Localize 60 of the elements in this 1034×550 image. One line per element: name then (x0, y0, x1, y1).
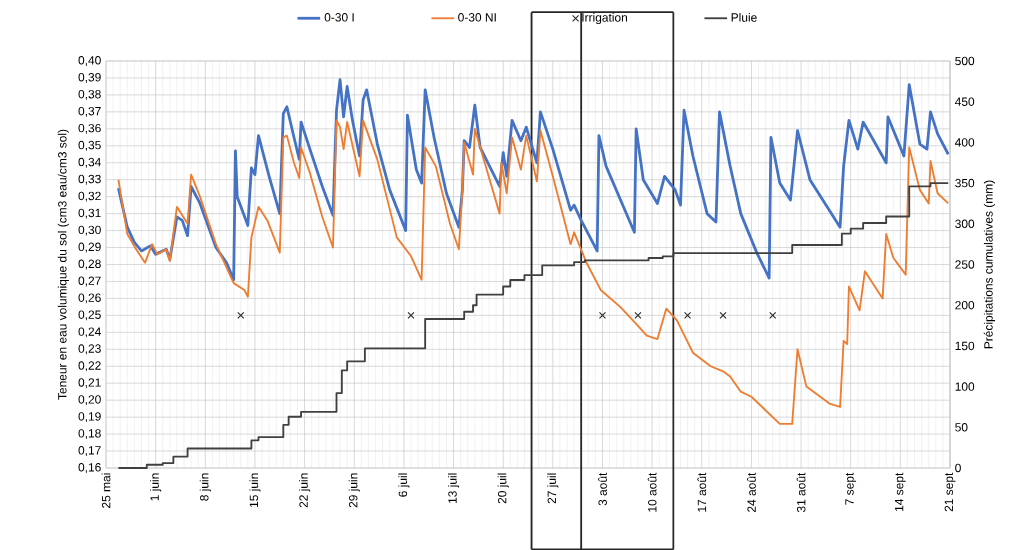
x-tick-label: 15 juin (249, 473, 261, 507)
y-axis-title: Teneur en eau volumique du sol (cm3 eau/cm3 sol) (57, 129, 69, 400)
y2-tick-label: 150 (955, 341, 975, 351)
x-tick-label: 31 août (796, 472, 806, 513)
x-tick-label: 13 juil (447, 473, 460, 504)
legend-label: Irrigation (582, 12, 627, 25)
y2-tick-label: 200 (955, 300, 975, 310)
y-tick-label: 0,35 (78, 140, 101, 151)
x-tick-label: 20 juil (497, 473, 509, 504)
y2-tick-label: 50 (955, 423, 968, 432)
y2-tick-label: 450 (954, 97, 975, 106)
y-tick-label: 0,28 (78, 259, 101, 270)
y-tick-label: 0,34 (78, 157, 101, 168)
y-tick-label: 0,37 (78, 106, 101, 117)
y2-axis-title: Précipitations cumulatives (mm) (983, 180, 996, 349)
y-tick-label: 0,17 (78, 446, 101, 456)
y2-tick-label: 400 (954, 138, 975, 147)
y2-tick-label: 0 (955, 463, 961, 473)
x-tick-label: 8 juin (199, 473, 211, 501)
x-tick-label: 7 sept (845, 472, 857, 505)
y-tick-label: 0,29 (78, 242, 101, 253)
x-tick-label: 10 août (647, 472, 657, 512)
y-tick-label: 0,18 (78, 429, 101, 440)
y-tick-label: 0,26 (78, 293, 101, 304)
y-tick-label: 0,23 (78, 344, 101, 355)
y-tick-label: 0,39 (78, 73, 101, 83)
y-tick-label: 0,25 (78, 310, 101, 321)
y-tick-label: 0,27 (78, 276, 101, 287)
y-tick-label: 0,19 (78, 412, 101, 423)
y-tick-label: 0,36 (78, 123, 101, 134)
y-tick-label: 0,40 (78, 56, 101, 66)
y2-tick-label: 250 (955, 260, 975, 269)
y-tick-label: 0,30 (78, 225, 101, 236)
y-tick-label: 0,33 (78, 174, 101, 185)
y-tick-label: 0,24 (78, 327, 101, 338)
legend-label: Pluie (731, 12, 757, 22)
x-tick-label: 29 juin (348, 473, 360, 508)
x-tick-label: 17 août (697, 472, 707, 512)
x-tick-label: 27 juil (547, 473, 559, 504)
x-tick-label: 14 sept (895, 472, 906, 511)
y-tick-label: 0,21 (78, 378, 101, 389)
y2-tick-label: 300 (955, 219, 975, 229)
x-tick-label: 24 août (747, 472, 756, 512)
x-tick-label: 3 août (598, 472, 607, 506)
y-tick-label: 0,20 (78, 395, 101, 406)
x-tick-label: 22 juin (299, 473, 311, 508)
x-tick-label: 1 juin (150, 473, 162, 501)
x-tick-label: 25 mai (101, 473, 111, 508)
y2-tick-label: 100 (955, 382, 975, 391)
legend-label: 0-30 NI (458, 13, 496, 22)
x-tick-label: 6 juil (398, 473, 410, 497)
y-tick-label: 0,16 (78, 463, 101, 473)
y2-tick-label: 350 (955, 178, 975, 188)
y-tick-label: 0,38 (78, 89, 101, 100)
y-tick-label: 0,22 (78, 361, 101, 372)
legend-label: 0-30 I (324, 13, 354, 22)
y-tick-label: 0,32 (78, 191, 101, 202)
y2-tick-label: 500 (955, 56, 975, 66)
y-tick-label: 0,31 (78, 208, 101, 219)
x-tick-label: 21 sept (944, 472, 956, 512)
